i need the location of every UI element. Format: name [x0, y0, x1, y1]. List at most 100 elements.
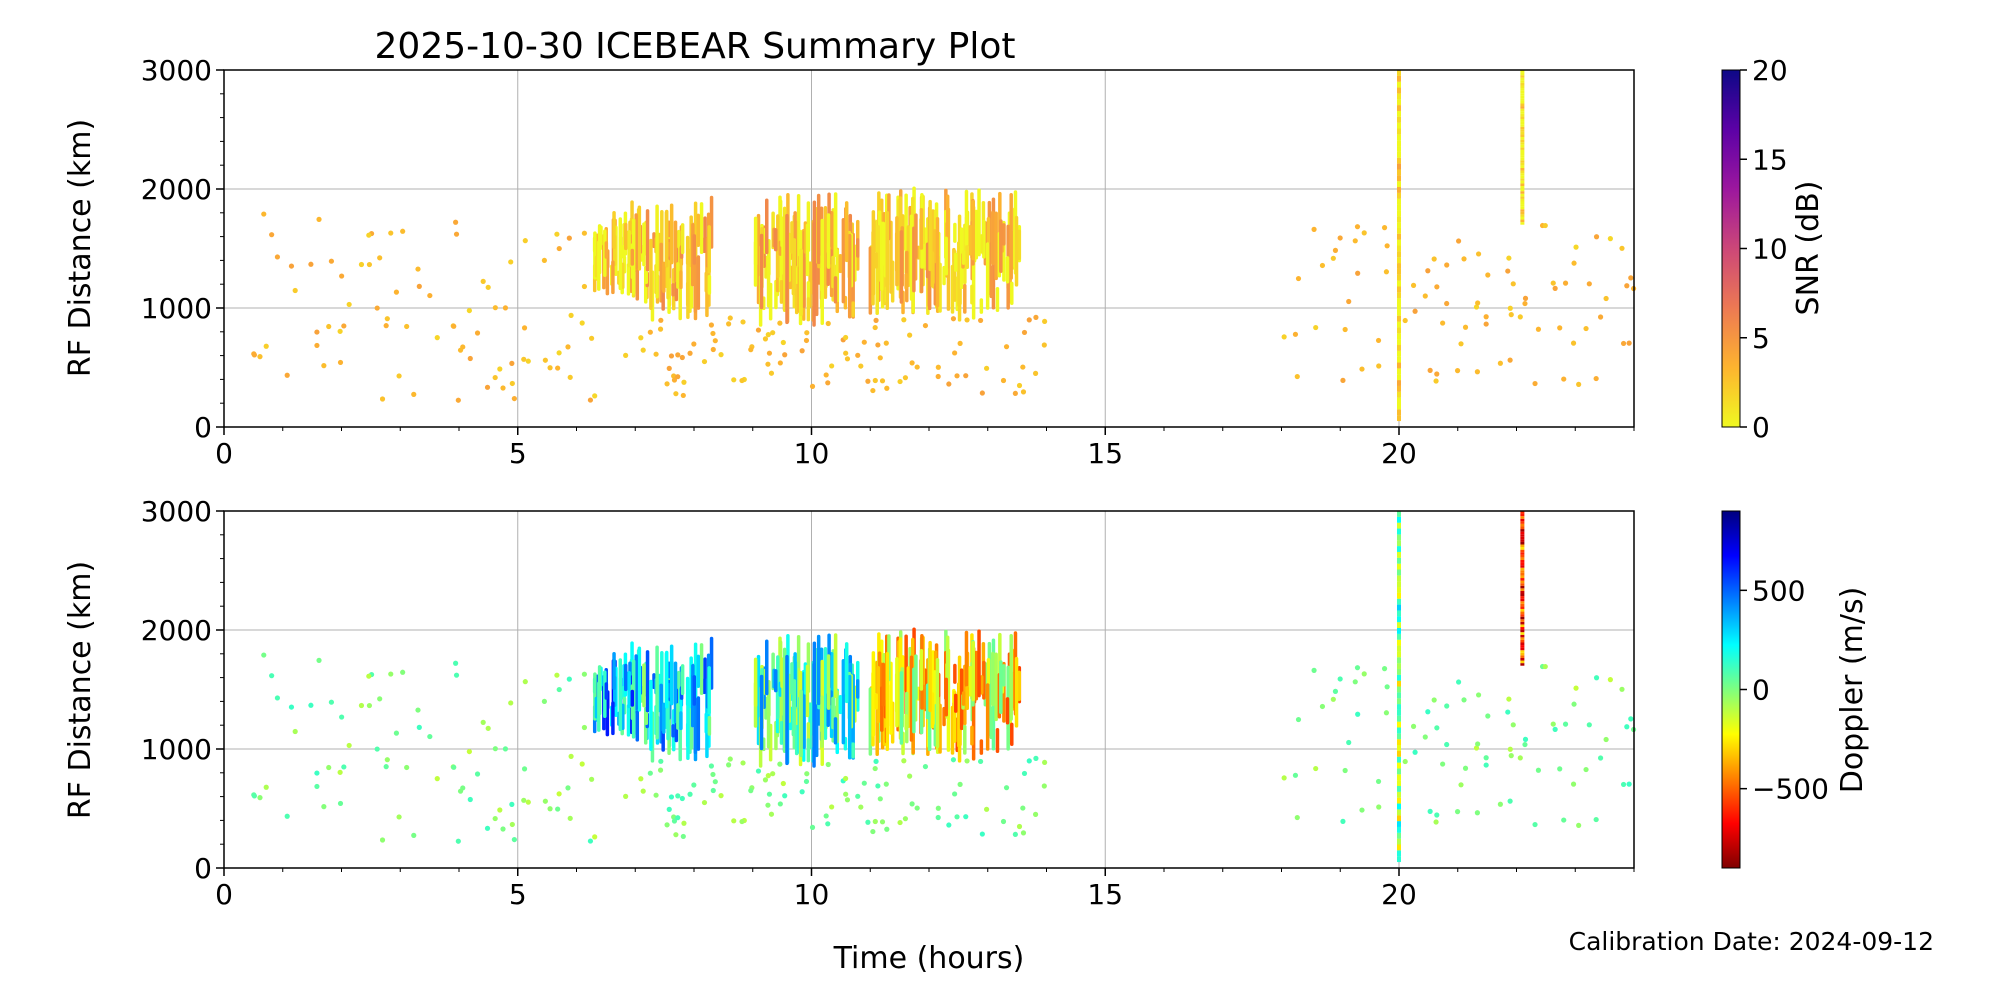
detection-point — [1425, 268, 1431, 274]
detection-point — [1340, 377, 1346, 384]
detection-point — [393, 730, 400, 736]
detection-point — [1016, 823, 1023, 830]
detection-point — [1454, 368, 1461, 374]
detection-point — [1384, 684, 1390, 690]
detection-point — [467, 796, 473, 803]
detection-point — [777, 320, 783, 326]
detection-point — [492, 305, 498, 311]
detection-point — [416, 724, 422, 730]
detection-point — [623, 793, 629, 799]
detection-point — [780, 780, 786, 787]
detection-point — [1427, 367, 1433, 373]
detection-point — [316, 216, 322, 222]
detection-point — [415, 266, 421, 272]
detection-point — [1522, 736, 1529, 742]
detection-point — [1337, 676, 1343, 682]
detection-point — [710, 346, 716, 353]
detection-point — [555, 365, 561, 371]
doppler-colorbar: −500 0 500 Doppler (m/s) — [1721, 510, 1870, 869]
detection-point — [879, 819, 886, 825]
detection-point — [712, 779, 718, 785]
detection-point — [727, 315, 733, 321]
detection-point — [712, 338, 718, 344]
detection-point — [963, 373, 969, 379]
detection-point — [1619, 245, 1625, 251]
detection-point — [664, 381, 670, 387]
detection-point — [341, 764, 347, 770]
y-tick-label: 1000 — [141, 292, 212, 325]
detection-point — [1355, 711, 1361, 717]
detection-point — [566, 676, 572, 682]
detection-point — [1313, 324, 1319, 331]
detection-point — [675, 352, 681, 358]
detection-point — [308, 261, 314, 267]
detection-point — [1444, 703, 1450, 709]
detection-point — [337, 769, 343, 775]
detection-point — [770, 330, 776, 336]
detection-point — [480, 278, 486, 284]
detection-point — [1473, 745, 1480, 751]
detection-point — [556, 350, 562, 356]
detection-point — [1586, 281, 1592, 287]
detection-point — [400, 228, 406, 234]
detection-point — [1497, 801, 1503, 807]
detection-point — [765, 361, 771, 367]
snr-colorbar-gradient — [1721, 69, 1741, 428]
detection-point — [1410, 282, 1417, 288]
y-tick-label: 3000 — [141, 54, 212, 87]
detection-point — [726, 321, 732, 327]
detection-point — [1458, 782, 1464, 788]
detection-point — [1483, 321, 1489, 327]
detection-point — [1506, 255, 1512, 261]
detection-point — [675, 793, 681, 799]
detection-point — [935, 805, 941, 811]
detection-point — [843, 775, 849, 782]
colorbar-tick-label: 20 — [1752, 54, 1788, 87]
detection-point — [589, 335, 595, 341]
detection-point — [1294, 373, 1300, 380]
detection-point — [541, 257, 547, 264]
detection-point — [844, 356, 851, 362]
detection-point — [1550, 280, 1556, 286]
detection-point — [346, 742, 352, 749]
detection-point — [1593, 816, 1599, 823]
detection-point — [681, 379, 687, 385]
detection-point — [691, 341, 697, 347]
detection-point — [308, 702, 314, 708]
detection-point — [731, 377, 737, 383]
detection-point — [1557, 325, 1563, 331]
detection-point — [579, 320, 585, 326]
detection-point — [1359, 366, 1365, 372]
detection-point — [872, 818, 878, 825]
figure-title: 2025-10-30 ICEBEAR Summary Plot — [375, 26, 1016, 67]
detection-point — [1431, 697, 1437, 703]
detection-point — [680, 833, 686, 840]
detection-point — [1383, 269, 1390, 275]
detection-point — [292, 287, 298, 294]
detection-point — [740, 760, 746, 766]
detection-point — [1603, 295, 1609, 302]
x-tick-label: 0 — [215, 437, 233, 470]
detection-point — [1561, 376, 1567, 382]
x-tick-label: 15 — [1087, 878, 1123, 911]
detection-point — [1507, 357, 1513, 363]
snr-colorbar: 0 5 10 15 20 SNR (dB) — [1721, 54, 1826, 444]
detection-point — [434, 335, 440, 341]
detection-point — [873, 758, 879, 764]
colorbar-tick-label: 10 — [1752, 233, 1788, 266]
detection-point — [502, 746, 509, 752]
detection-point — [858, 804, 864, 810]
detection-point — [1517, 755, 1523, 761]
detection-point — [825, 320, 831, 327]
detection-point — [855, 352, 861, 358]
detection-point — [521, 325, 528, 331]
doppler-colorbar-label: Doppler (m/s) — [1835, 587, 1870, 794]
detection-point — [511, 395, 517, 402]
detection-point — [1497, 360, 1503, 366]
detection-point — [1474, 369, 1481, 375]
detection-point — [804, 330, 810, 336]
detection-point — [587, 838, 594, 844]
detection-point — [1542, 663, 1548, 670]
